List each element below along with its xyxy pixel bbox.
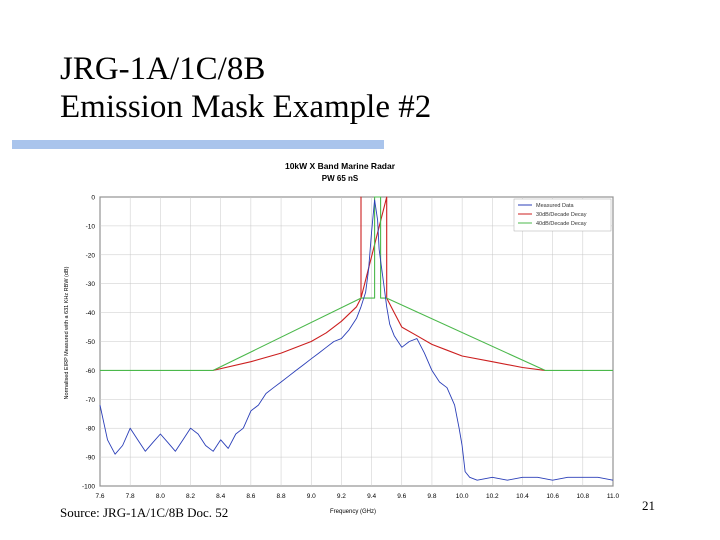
- legend-label: 30dB/Decade Decay: [536, 212, 587, 218]
- x-tick-label: 10.2: [486, 493, 499, 500]
- y-tick-label: -30: [86, 281, 96, 288]
- x-tick-label: 10.8: [576, 493, 589, 500]
- x-tick-label: 9.2: [337, 493, 346, 500]
- emission-mask-chart: 10kW X Band Marine Radar PW 65 nS 7.6 7.8…: [64, 161, 619, 515]
- series-line-30db-decade-decay: [213, 196, 546, 371]
- x-tick-label: 8.4: [216, 493, 225, 500]
- chart-title: 10kW X Band Marine Radar: [285, 161, 396, 171]
- x-tick-label: 10.6: [546, 493, 559, 500]
- x-tick-label: 8.2: [186, 493, 195, 500]
- slide-title: JRG-1A/1C/8B Emission Mask Example #2: [60, 50, 431, 126]
- y-tick-label: -40: [86, 310, 96, 317]
- slide-title-line2: Emission Mask Example #2: [60, 89, 432, 125]
- source-note: Source: JRG-1A/1C/8B Doc. 52: [60, 505, 229, 520]
- y-tick-label: -20: [86, 252, 96, 259]
- x-tick-label: 8.6: [246, 493, 255, 500]
- x-tick-label: 8.0: [156, 493, 165, 500]
- grid: [99, 196, 614, 487]
- mask-lines: [100, 196, 613, 371]
- legend: Measured Data 30dB/Decade Decay 40dB/Decad…: [513, 198, 612, 232]
- series-line-40db-decade-decay: [100, 196, 613, 371]
- x-tick-label: 10.0: [456, 493, 469, 500]
- y-tick-label: -90: [86, 455, 96, 462]
- y-tick-label: 0: [91, 195, 95, 202]
- slide-title-line1: JRG-1A/1C/8B: [60, 51, 266, 87]
- y-tick-label: -70: [86, 397, 96, 404]
- y-tick-label: -100: [82, 484, 95, 491]
- y-tick-label: -80: [86, 426, 96, 433]
- x-axis-label: Frequency (GHz): [330, 509, 376, 515]
- title-accent-bar: [12, 140, 384, 149]
- chart-subtitle: PW 65 nS: [322, 174, 359, 183]
- y-tick-label: -50: [86, 339, 96, 346]
- legend-box: [513, 198, 612, 232]
- x-tick-label: 10.4: [516, 493, 529, 500]
- x-tick-label: 9.4: [367, 493, 376, 500]
- y-tick-label: -10: [86, 223, 96, 230]
- x-tick-label: 9.8: [427, 493, 436, 500]
- page-number: 21: [642, 498, 655, 513]
- series-lines: [99, 199, 614, 481]
- x-tick-label: 9.0: [307, 493, 316, 500]
- legend-label: Measured Data: [536, 203, 575, 209]
- series-line-measured-data: [99, 199, 614, 481]
- x-tick-label: 8.8: [277, 493, 286, 500]
- legend-label: 40dB/Decade Decay: [536, 221, 587, 227]
- x-tick-label: 7.8: [126, 493, 135, 500]
- x-tick-label: 9.6: [397, 493, 406, 500]
- axes: 7.6 7.8 8.0 8.2 8.4 8.6 8.8 9.0 9.2 9.4 9.6 9.8 10.0…: [82, 195, 619, 501]
- x-tick-label: 11.0: [607, 493, 620, 500]
- x-tick-label: 7.6: [95, 493, 104, 500]
- y-tick-label: -60: [86, 368, 96, 375]
- y-axis-label: Normalised EIRP Measured with a 631 KHz …: [64, 266, 70, 399]
